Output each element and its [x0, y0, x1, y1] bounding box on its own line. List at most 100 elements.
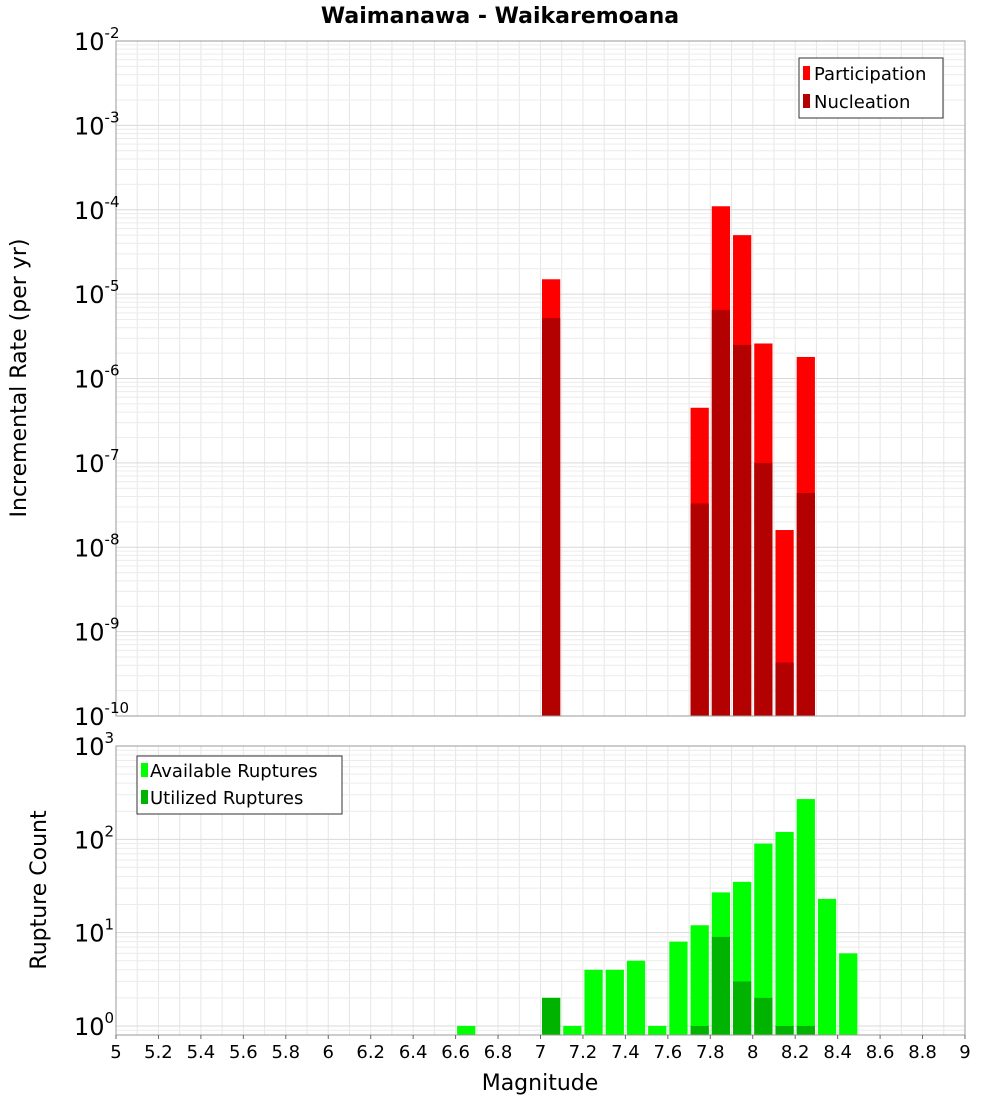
top-y-tick-base: 10: [74, 703, 105, 731]
x-tick-label: 7.2: [569, 1042, 598, 1063]
top-y-tick-label: 10-5: [74, 277, 120, 309]
chart-title: Waimanawa - Waikaremoana: [321, 4, 679, 29]
top-y-axis-label: Incremental Rate (per yr): [7, 239, 32, 518]
top-bar-nucleation: [754, 462, 773, 716]
x-tick-label: 7.6: [654, 1042, 683, 1063]
top-y-tick-base: 10: [74, 281, 105, 309]
x-tick-label: 6.8: [484, 1042, 513, 1063]
top-bar-nucleation: [542, 318, 561, 716]
x-tick-label: 7.4: [611, 1042, 640, 1063]
top-y-tick-exp: -7: [105, 446, 120, 464]
bottom-bar-utilized-ruptures: [775, 1025, 794, 1035]
bottom-bar-utilized-ruptures: [542, 997, 561, 1035]
top-bar-nucleation: [775, 662, 794, 716]
bottom-bar-utilized-ruptures: [690, 1025, 709, 1035]
x-tick-label: 6.2: [356, 1042, 385, 1063]
top-bar-nucleation: [733, 344, 752, 716]
top-bar-nucleation: [796, 492, 815, 716]
bottom-y-tick-base: 10: [74, 733, 105, 761]
bottom-bar-utilized-ruptures: [754, 997, 773, 1035]
legend-swatch-participation: [803, 66, 810, 80]
bottom-y-tick-label: 103: [74, 729, 114, 761]
top-legend: Participation Nucleation: [798, 57, 944, 119]
top-y-tick-base: 10: [74, 619, 105, 647]
top-y-tick-label: 10-6: [74, 362, 120, 394]
top-plot-border: [115, 40, 966, 717]
x-tick-label: 8.2: [781, 1042, 810, 1063]
bottom-bar-utilized-ruptures: [711, 936, 731, 1035]
x-axis-label: Magnitude: [482, 1071, 599, 1096]
bottom-bar-available-ruptures: [754, 843, 773, 1035]
top-y-tick-label: 10-2: [74, 24, 120, 56]
bottom-bars: [457, 799, 858, 1035]
x-tick-label: 8.6: [866, 1042, 895, 1063]
top-y-tick-base: 10: [74, 197, 105, 225]
x-tick-label: 8: [747, 1042, 758, 1063]
bottom-y-tick-label: 101: [74, 916, 114, 948]
x-tick-label: 9: [959, 1042, 970, 1063]
bottom-bar-available-ruptures: [584, 969, 603, 1035]
bottom-bar-available-ruptures: [605, 969, 624, 1035]
top-legend-box: [798, 57, 944, 119]
x-tick-label: 5: [110, 1042, 121, 1063]
top-y-tick-base: 10: [74, 366, 105, 394]
bottom-bar-utilized-ruptures: [796, 1025, 815, 1035]
x-tick-label: 5.6: [229, 1042, 258, 1063]
legend-label-participation: Participation: [814, 64, 926, 85]
top-y-tick-label: 10-8: [74, 530, 120, 562]
top-y-tick-base: 10: [74, 450, 105, 478]
top-y-tick-label: 10-7: [74, 446, 120, 478]
top-y-tick-exp: -9: [105, 615, 120, 633]
legend-swatch-nucleation: [803, 94, 810, 108]
top-y-tick-exp: -6: [105, 362, 120, 380]
top-y-tick-exp: -5: [105, 277, 120, 295]
top-y-tick-exp: -4: [105, 193, 120, 211]
bottom-y-tick-exp: 3: [105, 729, 115, 747]
bottom-legend: Available Ruptures Utilized Ruptures: [136, 755, 343, 815]
bottom-y-tick-exp: 1: [105, 916, 115, 934]
x-tick-label: 6.4: [399, 1042, 428, 1063]
bottom-y-tick-base: 10: [74, 1013, 105, 1041]
bottom-bar-available-ruptures: [796, 799, 815, 1035]
bottom-bar-utilized-ruptures: [733, 981, 752, 1035]
top-bar-nucleation: [711, 309, 731, 716]
bottom-bar-available-ruptures: [690, 925, 709, 1035]
legend-swatch-utilized: [141, 790, 148, 804]
legend-label-available: Available Ruptures: [150, 761, 318, 782]
top-y-tick-exp: -10: [105, 699, 130, 717]
top-y-tick-base: 10: [74, 112, 105, 140]
top-y-tick-label: 10-3: [74, 108, 120, 140]
x-tick-label: 5.8: [271, 1042, 300, 1063]
bottom-bar-available-ruptures: [648, 1025, 667, 1035]
bottom-bar-available-ruptures: [457, 1025, 476, 1035]
top-y-tick-label: 10-10: [74, 699, 129, 731]
bottom-y-tick-label: 102: [74, 822, 114, 854]
bottom-y-axis-label: Rupture Count: [27, 810, 52, 970]
x-tick-label: 6.6: [441, 1042, 470, 1063]
bottom-bar-available-ruptures: [563, 1025, 582, 1035]
bottom-legend-box: [136, 755, 343, 815]
bottom-bar-available-ruptures: [669, 941, 688, 1035]
bottom-y-tick-base: 10: [74, 920, 105, 948]
top-y-tick-base: 10: [74, 534, 105, 562]
top-y-tick-exp: -3: [105, 108, 120, 126]
top-bar-nucleation: [690, 503, 709, 716]
legend-swatch-available: [141, 763, 148, 777]
x-tick-label: 7.8: [696, 1042, 725, 1063]
top-y-tick-exp: -2: [105, 24, 120, 42]
x-tick-label: 8.8: [908, 1042, 937, 1063]
x-ticks: 5 5.2 5.4 5.6 5.8 6 6.2 6.4 6.6 6.8 7 7.2 7.4 7.6 7.8 8…: [110, 1035, 971, 1063]
bottom-y-tick-exp: 0: [105, 1009, 115, 1027]
top-y-tick-label: 10-9: [74, 615, 120, 647]
legend-label-nucleation: Nucleation: [814, 92, 910, 113]
bottom-bar-available-ruptures: [775, 831, 794, 1035]
x-tick-label: 5.4: [187, 1042, 216, 1063]
x-tick-label: 8.4: [823, 1042, 852, 1063]
top-grid: [116, 41, 965, 716]
bottom-y-tick-base: 10: [74, 826, 105, 854]
